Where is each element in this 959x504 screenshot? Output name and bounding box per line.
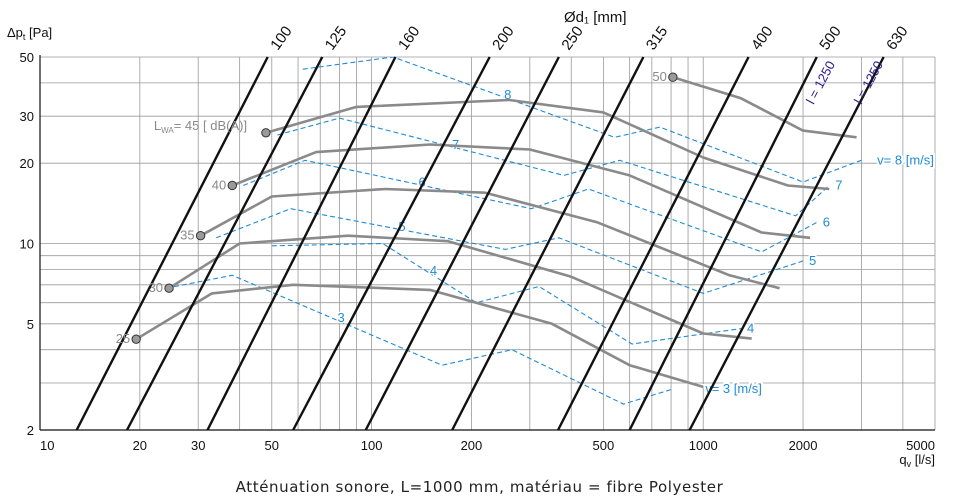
sound-line-25 [135,283,704,389]
x-tick-label: 500 [593,438,615,453]
sound-line-40 [231,143,811,240]
x-tick-label: 100 [361,438,383,453]
length-label: l = 1250 [803,58,838,106]
sound-label-35: 35 [180,228,194,243]
diameter-label-200: 200 [489,23,517,53]
diameter-line-400 [557,56,750,431]
x-tick-label: 5000 [906,438,935,453]
y-axis-title: Δpt [Pa] [7,25,52,42]
velocity-label-7: 7 [452,137,459,152]
sound-label-25: 25 [116,331,130,346]
velocity-label-6: 6 [419,175,426,190]
x-axis-title: qv [l/s] [899,452,935,469]
diameter-label-315: 315 [643,23,671,53]
y-tick-label: 20 [20,156,34,171]
sound-line-35 [199,187,780,290]
sound-lines [135,75,857,389]
diameter-label-500: 500 [816,23,844,53]
diameter-lines: 100 125 160 200 250 315 400 500 630 [75,23,912,431]
length-labels: l = 1250 l = 1250 [803,58,886,106]
diameter-line-250 [364,56,560,431]
x-tick-label: 2000 [789,438,818,453]
sound-marker-25 [131,334,141,344]
diameter-line-100 [75,56,269,431]
diameter-line-200 [292,56,491,431]
velocity-line-5 [215,208,804,294]
diameter-axis-title: Ød₁ [mm] [564,9,627,26]
sound-marker-45 [261,128,271,138]
diameter-label-160: 160 [395,23,423,53]
diameter-label-400: 400 [748,23,776,53]
y-tick-label: 50 [20,50,34,65]
x-tick-label: 30 [191,438,205,453]
diameter-line-500 [628,56,818,431]
chart: 10 20 30 50 100 200 500 1000 2000 50002510203050Δ… [7,9,936,469]
sound-line-50 [672,75,857,139]
diameter-line-160 [206,56,397,431]
sound-label-30: 30 [149,280,163,295]
sound-marker-40 [227,180,237,191]
diameter-label-630: 630 [883,23,911,53]
x-tick-label: 20 [133,438,147,453]
sound-label-45: LWA= 45 [ dB(A)] [154,118,247,135]
sound-marker-50 [668,72,678,82]
velocity-label-3: 3 [337,310,344,325]
diameter-label-125: 125 [322,23,350,53]
y-tick-label: 2 [27,423,34,438]
sound-label-40: 40 [212,177,226,192]
sound-marker-35 [195,230,206,241]
velocity-end-label-4: 4 [747,321,754,336]
velocity-line-3 [165,274,674,405]
velocity-line-7 [277,117,830,217]
diameter-line-125 [125,56,324,431]
y-tick-label: 10 [20,237,34,252]
sound-label-50: 50 [652,69,666,84]
length-label: l = 1250 [851,58,886,106]
velocity-end-label-6: 6 [823,214,830,229]
x-tick-label: 1000 [689,438,718,453]
velocity-line-6 [242,159,818,253]
x-tick-label: 10 [40,438,54,453]
axes: 10 20 30 50 100 200 500 1000 2000 50002510203050Δ… [7,9,935,469]
velocity-annotation: v= 3 [m/s] [705,381,762,396]
velocity-annotation: v= 8 [m/s] [877,152,934,167]
velocity-label-5: 5 [398,219,405,234]
diameter-line-315 [451,56,645,431]
chart-caption: Atténuation sonore, L=1000 mm, matériau … [235,478,724,496]
velocity-line-8 [302,57,862,183]
y-tick-label: 5 [27,317,34,332]
x-tick-label: 50 [265,438,279,453]
diameter-label-250: 250 [558,23,586,53]
velocity-lines [165,57,862,405]
velocity-end-label-7: 7 [835,177,842,192]
velocity-line-4 [271,242,742,345]
velocity-label-8: 8 [504,87,511,102]
sound-line-45 [265,98,830,191]
grid [39,56,936,431]
velocity-labels: 3 4 5 6 7 8 4 5 6 7 v= 3 [m/s] v= 8 [m/s] [336,86,936,398]
x-tick-label: 200 [461,438,483,453]
velocity-label-4: 4 [430,263,437,278]
sound-marker-30 [164,283,174,293]
diameter-label-100: 100 [267,23,295,53]
diameter-line-630 [688,56,885,431]
velocity-end-label-5: 5 [809,253,816,268]
sound-line-30 [168,234,752,340]
y-tick-label: 30 [20,109,34,124]
